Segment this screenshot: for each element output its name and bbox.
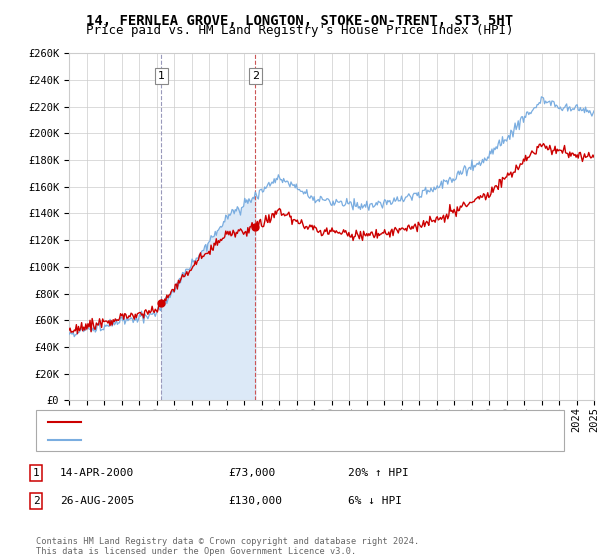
Text: 14-APR-2000: 14-APR-2000	[60, 468, 134, 478]
Text: 14, FERNLEA GROVE, LONGTON, STOKE-ON-TRENT, ST3 5HT: 14, FERNLEA GROVE, LONGTON, STOKE-ON-TRE…	[86, 14, 514, 28]
Text: 1: 1	[32, 468, 40, 478]
Text: 14, FERNLEA GROVE, LONGTON, STOKE-ON-TRENT, ST3 5HT (detached house): 14, FERNLEA GROVE, LONGTON, STOKE-ON-TRE…	[87, 417, 512, 427]
Text: 2: 2	[32, 496, 40, 506]
Text: 20% ↑ HPI: 20% ↑ HPI	[348, 468, 409, 478]
Text: Price paid vs. HM Land Registry's House Price Index (HPI): Price paid vs. HM Land Registry's House …	[86, 24, 514, 37]
Text: HPI: Average price, detached house, Stoke-on-Trent: HPI: Average price, detached house, Stok…	[87, 435, 400, 445]
Text: Contains HM Land Registry data © Crown copyright and database right 2024.
This d: Contains HM Land Registry data © Crown c…	[36, 536, 419, 556]
Text: 1: 1	[158, 71, 165, 81]
Text: £130,000: £130,000	[228, 496, 282, 506]
Text: £73,000: £73,000	[228, 468, 275, 478]
Text: 2: 2	[252, 71, 259, 81]
Text: 6% ↓ HPI: 6% ↓ HPI	[348, 496, 402, 506]
Text: 26-AUG-2005: 26-AUG-2005	[60, 496, 134, 506]
